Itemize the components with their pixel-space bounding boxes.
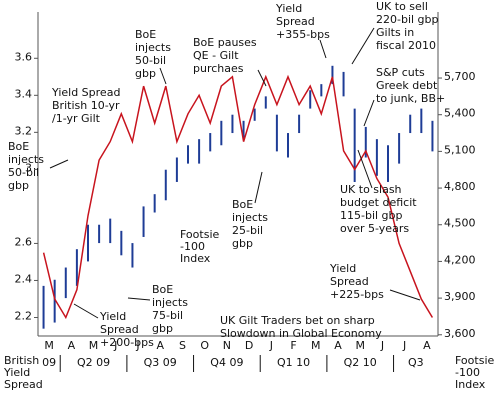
x-tick-label: F [290,339,296,352]
annotation: UK to sell 220-bil gbp Gilts in fiscal 2010 [376,0,439,52]
annotation: Yield Spread +225-bps [329,262,384,301]
x-tick-label: N [223,339,231,352]
annotation: UK to slash budget deficit 115-bil gbp over… [340,183,417,235]
annotation-pointer [357,149,373,189]
annotation-pointer [159,67,167,85]
y2-tick-label: 3,900 [444,290,476,303]
y-tick-label: 2.2 [15,309,33,322]
y2-tick-label: 4,500 [444,217,476,230]
x-tick-label: J [402,339,406,352]
x-tick-label: S [179,339,186,352]
period-label: Q4 09 [210,356,243,369]
y2-tick-label: 4,800 [444,180,476,193]
y2-axis-label: Footsie -100 Index [455,354,494,391]
period-label: Q2 10 [344,356,377,369]
yield-spread-line [42,74,434,320]
x-tick-label: J [135,339,139,352]
annotation-pointer [389,289,421,301]
annotation: BoE pauses QE - Gilt purchaes [193,36,257,75]
series-label: Footsie -100 Index [180,228,219,265]
annotation-pointer [49,159,69,169]
x-tick-label: M [44,339,54,352]
y-tick-label: 3.6 [15,50,33,63]
x-tick-label: A [156,339,164,352]
annotation-pointer [254,171,263,204]
annotation: BoE injects 75-bil gbp [152,283,188,335]
period-label: Q2 09 [77,356,110,369]
x-tick-label: J [113,339,117,352]
annotation-pointer [351,27,375,65]
x-tick-label: M [311,339,321,352]
x-tick-label: A [68,339,76,352]
annotation-pointer [127,297,151,301]
annotation: S&P cuts Greek debt to junk, BB+ [376,66,445,105]
x-tick-label: D [245,339,253,352]
period-label: Q1 10 [277,356,310,369]
y2-tick-label: 5,100 [444,143,476,156]
y2-tick-label: 3,600 [444,327,476,340]
x-tick-label: O [200,339,209,352]
annotation: BoE injects 25-bil gbp [232,198,268,250]
y2-tick-label: 5,400 [444,107,476,120]
y-tick-label: 2.4 [15,272,33,285]
annotation-pointer [73,303,99,319]
annotation: Yield Spread +355-bps [275,2,330,41]
series-label: Yield Spread British 10-yr/1-yr Gilt [51,86,120,125]
annotation: UK Gilt Traders bet on sharp Slowdown in … [220,314,382,340]
y-tick-label: 3.4 [15,87,33,100]
period-label: Q3 09 [144,356,177,369]
annotation: Yield Spread +200-bps [99,310,154,349]
y2-tick-label: 4,200 [444,253,476,266]
annotation-pointer [257,69,267,87]
x-tick-label: J [269,339,273,352]
y-tick-label: 3 [25,161,32,174]
x-tick-label: A [423,339,431,352]
y2-tick-label: 5,700 [444,70,476,83]
annotation-pointer [363,99,375,127]
period-label: 09 [42,356,56,369]
x-tick-label: M [355,339,365,352]
x-tick-label: M [89,339,99,352]
x-tick-label: A [334,339,342,352]
period-label: Q3 [408,356,424,369]
y-tick-label: 3.2 [15,124,33,137]
y-tick-label: 2.6 [15,235,33,248]
x-tick-label: J [380,339,384,352]
annotation: BoE injects 50-bil gbp [135,28,171,80]
y-axis-label: British Yield Spread [3,354,43,391]
annotation: BoE injects 50-bil gbp [8,140,44,192]
annotation-pointer [319,39,327,59]
